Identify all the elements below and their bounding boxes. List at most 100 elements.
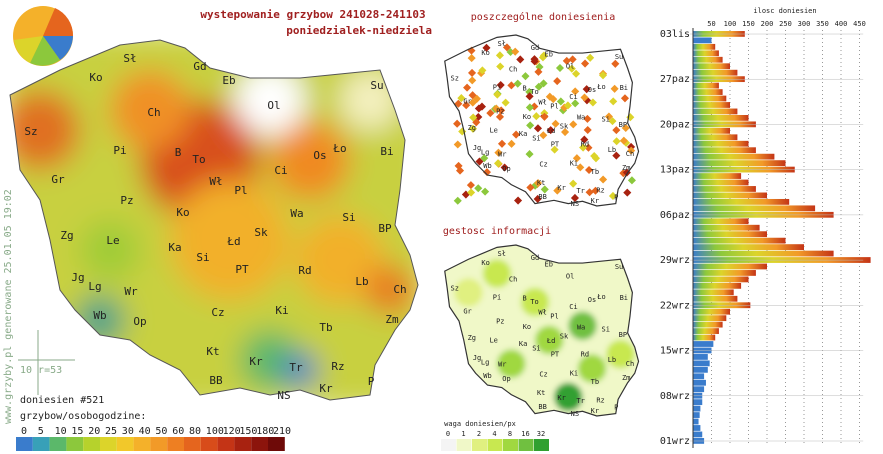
bar [693, 82, 719, 89]
legend-label: 40 [139, 426, 151, 437]
city-label: Wa [577, 114, 585, 122]
legend-swatch [217, 437, 235, 451]
city-label: PT [235, 263, 249, 276]
city-label: Ki [275, 304, 288, 317]
bar [693, 244, 804, 250]
report-dot [619, 136, 628, 145]
city-label: Ka [519, 130, 527, 138]
report-dot [580, 135, 589, 144]
city-label: Sz [24, 125, 37, 138]
report-dot [468, 68, 477, 77]
report-dot [456, 166, 465, 175]
city-label: Ch [626, 150, 634, 158]
report-dot [539, 79, 548, 88]
city-label: B [175, 146, 182, 159]
city-label: Kt [537, 389, 545, 397]
bar [693, 140, 749, 147]
bar [693, 341, 714, 347]
bar [693, 431, 703, 438]
report-dot [453, 119, 462, 128]
x-tick-label: 450 [853, 20, 866, 28]
legend-label: 150 [239, 426, 257, 437]
bar [693, 399, 703, 406]
city-label: Pz [496, 107, 504, 115]
bar [693, 308, 730, 315]
bar [693, 89, 723, 95]
bar [693, 321, 723, 328]
city-label: Ch [147, 106, 160, 119]
legend-swatch [200, 437, 218, 451]
bar [693, 102, 730, 108]
city-label: Bi [380, 145, 393, 158]
report-dot [493, 159, 503, 168]
bar [693, 43, 716, 50]
bar [693, 405, 701, 412]
bar [693, 334, 716, 341]
city-label: Łd [546, 127, 555, 135]
density-swatch [534, 439, 549, 451]
bar [693, 153, 775, 160]
density-legend-label: 0 [446, 430, 450, 438]
city-label: Eb [222, 74, 235, 87]
x-tick-label: 300 [798, 20, 811, 28]
city-label: Su [370, 79, 383, 92]
city-label: Ci [569, 93, 577, 101]
city-label: Lg [481, 148, 489, 156]
bar [693, 218, 749, 225]
bar [693, 127, 730, 134]
density-legend-label: 1 [461, 430, 465, 438]
city-label: Le [489, 336, 497, 344]
bar [693, 173, 742, 179]
report-dot [453, 140, 462, 149]
city-label: Tr [576, 397, 584, 405]
city-label: Rz [331, 360, 344, 373]
bar [693, 360, 710, 367]
city-label: Gr [463, 98, 471, 106]
city-label: Kr [591, 197, 599, 205]
report-dot [623, 188, 632, 197]
date-label: 01wrz [660, 436, 690, 447]
city-label: Wł [538, 98, 546, 106]
report-dot [493, 90, 502, 99]
report-dot [500, 163, 509, 172]
x-tick-label: 400 [835, 20, 848, 28]
city-label: Wł [209, 175, 222, 188]
date-label: 27paz [660, 74, 690, 85]
city-label: Kr [557, 184, 565, 192]
report-dot [533, 179, 543, 188]
blob [497, 349, 526, 378]
bar [693, 63, 730, 70]
report-dot [583, 125, 592, 135]
city-label: Op [502, 375, 510, 383]
date-label: 13paz [660, 165, 690, 176]
city-label: Bi [620, 294, 628, 302]
report-dot [492, 104, 501, 113]
city-label: Ch [509, 66, 517, 74]
city-label: Kr [591, 407, 599, 415]
city-label: Su [615, 263, 623, 271]
report-dot [497, 139, 507, 148]
city-label: Kr [319, 382, 333, 395]
report-dot [480, 154, 489, 163]
legend-label: 10 [55, 426, 67, 437]
legend-swatch [83, 437, 100, 451]
city-label: Ci [274, 164, 287, 177]
legend-label: 0 [21, 426, 27, 437]
density-swatch [472, 439, 487, 451]
city-label: Wb [483, 162, 491, 170]
bar [693, 205, 816, 212]
date-label: 29wrz [660, 255, 690, 266]
x-tick-label: 250 [779, 20, 792, 28]
city-label: Pi [493, 294, 501, 302]
date-label: 06paz [660, 210, 690, 221]
report-dot [604, 112, 613, 121]
city-label: Si [196, 251, 209, 264]
city-label: Zg [468, 334, 476, 342]
bar [693, 328, 719, 334]
bar [693, 250, 834, 257]
density-swatch [441, 439, 456, 451]
city-label: Os [313, 149, 326, 162]
city-label: Ol [267, 99, 280, 112]
city-label: Cz [539, 161, 547, 169]
city-label: To [530, 298, 538, 306]
